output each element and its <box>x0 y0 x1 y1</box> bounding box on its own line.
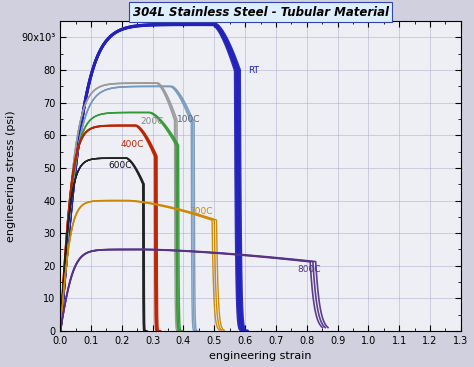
X-axis label: engineering strain: engineering strain <box>209 352 312 361</box>
Title: 304L Stainless Steel - Tubular Material: 304L Stainless Steel - Tubular Material <box>133 6 389 19</box>
Text: RT: RT <box>248 66 259 75</box>
Text: 400C: 400C <box>120 140 144 149</box>
Text: 100C: 100C <box>177 115 201 124</box>
Text: 200C: 200C <box>140 117 164 126</box>
Y-axis label: engineering stress (psi): engineering stress (psi) <box>6 110 16 242</box>
Text: 700C: 700C <box>190 207 213 215</box>
Text: 600C: 600C <box>108 161 131 170</box>
Text: 800C: 800C <box>298 265 321 274</box>
